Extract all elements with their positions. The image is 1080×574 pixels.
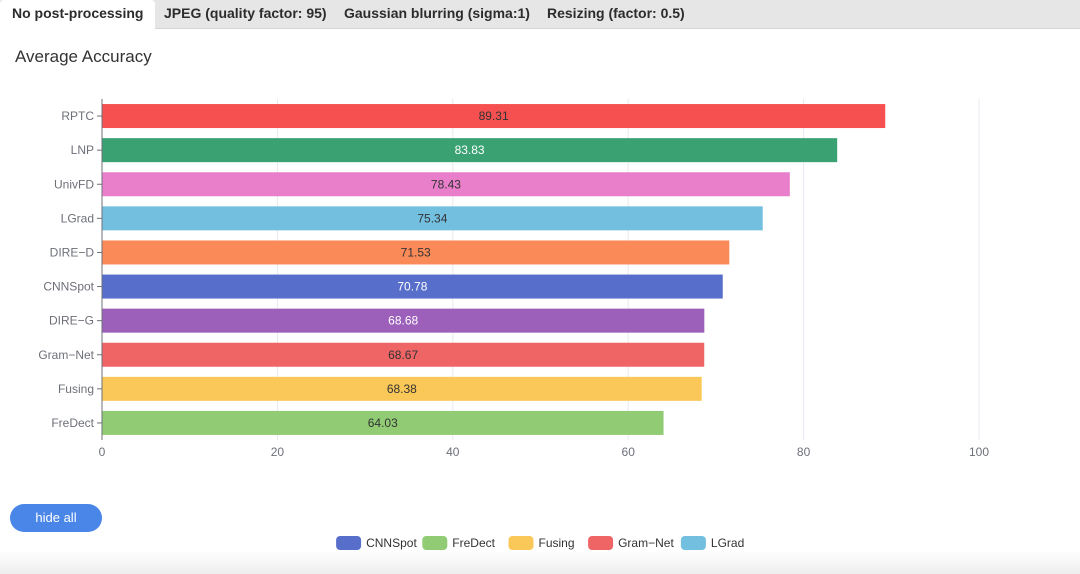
data-label: 71.53	[401, 245, 431, 259]
category-label: DIRE−D	[50, 245, 95, 259]
bar	[102, 274, 723, 299]
tab-no-post-processing[interactable]: No post-processing	[0, 0, 156, 29]
bar	[102, 104, 886, 129]
category-label: Fusing	[58, 382, 94, 396]
legend-label: FreDect	[452, 536, 495, 550]
x-tick-label: 20	[271, 445, 285, 459]
bar	[102, 206, 763, 231]
legend-label: Fusing	[539, 536, 575, 550]
tab-resizing[interactable]: Resizing (factor: 0.5)	[547, 5, 685, 21]
data-label: 75.34	[417, 211, 447, 225]
data-label: 83.83	[455, 143, 485, 157]
category-label: Gram−Net	[38, 348, 94, 362]
bar	[102, 342, 705, 367]
bottom-shade	[0, 550, 1080, 574]
data-label: 78.43	[431, 177, 461, 191]
chart-title: Average Accuracy	[15, 47, 152, 66]
bar	[102, 410, 664, 435]
hide-all-button[interactable]: hide all	[10, 504, 102, 532]
data-label: 68.38	[387, 382, 417, 396]
legend-swatch	[422, 536, 448, 550]
category-label: CNNSpot	[43, 280, 94, 294]
legend-swatch	[680, 536, 706, 550]
data-label: 68.67	[388, 348, 418, 362]
x-tick-label: 0	[99, 445, 106, 459]
tab-jpeg[interactable]: JPEG (quality factor: 95)	[164, 5, 327, 21]
data-label: 89.31	[479, 109, 509, 123]
legend-label: LGrad	[711, 536, 744, 550]
legend-swatch	[336, 536, 362, 550]
x-tick-label: 60	[622, 445, 636, 459]
data-label: 68.68	[388, 314, 418, 328]
legend-swatch	[508, 536, 534, 550]
bar	[102, 172, 790, 197]
legend-label: Gram−Net	[618, 536, 674, 550]
bar	[102, 138, 838, 163]
x-tick-label: 80	[797, 445, 811, 459]
category-label: RPTC	[61, 109, 94, 123]
legend-label: CNNSpot	[366, 536, 417, 550]
tab-bar: No post-processing JPEG (quality factor:…	[0, 0, 1080, 29]
data-label: 64.03	[368, 416, 398, 430]
x-tick-label: 40	[446, 445, 460, 459]
legend-swatch	[588, 536, 614, 550]
category-label: DIRE−G	[49, 314, 94, 328]
data-label: 70.78	[397, 280, 427, 294]
category-label: UnivFD	[54, 177, 94, 191]
bar	[102, 308, 705, 333]
bar	[102, 240, 730, 265]
category-label: LNP	[71, 143, 94, 157]
category-label: LGrad	[61, 211, 94, 225]
x-tick-label: 100	[969, 445, 989, 459]
tab-gaussian-blurring[interactable]: Gaussian blurring (sigma:1)	[344, 5, 530, 21]
bar	[102, 376, 702, 401]
category-label: FreDect	[51, 416, 94, 430]
